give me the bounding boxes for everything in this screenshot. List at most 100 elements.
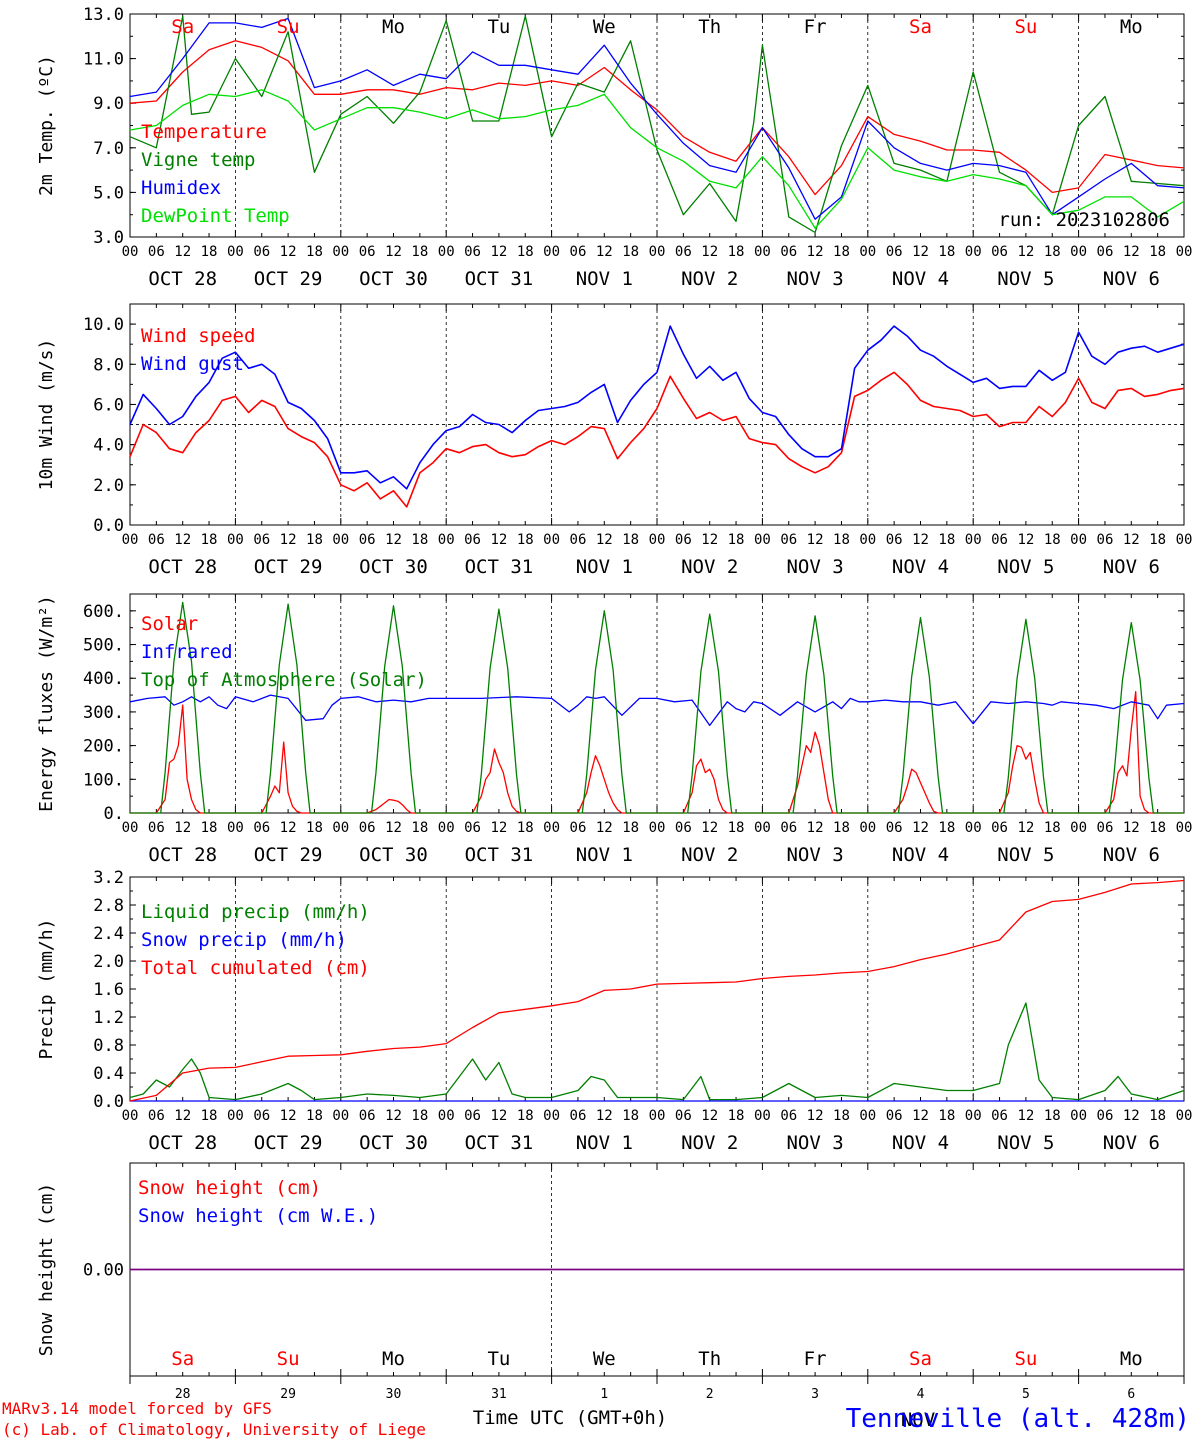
footer: MARv3.14 model forced by GFS (c) Lab. of … <box>2 1399 1190 1439</box>
hour-tick-label: 06 <box>359 532 376 548</box>
hour-tick-label: 00 <box>543 532 560 548</box>
y-axis-label: Energy fluxes (W/m²) <box>36 595 57 812</box>
day-label: Mo <box>1120 16 1143 38</box>
hour-tick-label: 18 <box>306 244 323 260</box>
hour-tick-label: 12 <box>807 532 824 548</box>
series-line-wind-speed <box>129 371 1185 508</box>
hour-tick-label: 12 <box>1123 244 1140 260</box>
day-number: 30 <box>386 1387 402 1402</box>
hour-tick-label: 00 <box>1176 244 1193 260</box>
hour-tick-label: 18 <box>1149 820 1166 836</box>
model-credit: MARv3.14 model forced by GFS <box>2 1399 272 1418</box>
day-label: Su <box>277 16 300 38</box>
y-tick-label: 400. <box>83 669 124 689</box>
hour-tick-label: 18 <box>938 532 955 548</box>
hour-tick-label: 18 <box>622 244 639 260</box>
hour-tick-label: 00 <box>754 244 771 260</box>
hour-tick-label: 06 <box>1097 1108 1114 1124</box>
date-label: OCT 29 <box>254 1132 323 1154</box>
station-label: Tenneville (alt. 428m) <box>846 1404 1190 1434</box>
hour-tick-label: 06 <box>464 1108 481 1124</box>
hour-tick-label: 12 <box>174 1108 191 1124</box>
hour-tick-label: 06 <box>886 244 903 260</box>
hour-tick-label: 18 <box>1149 532 1166 548</box>
date-label: NOV 2 <box>681 268 738 290</box>
date-label: NOV 1 <box>576 1132 633 1154</box>
hour-tick-label: 00 <box>649 820 666 836</box>
hour-tick-label: 18 <box>306 820 323 836</box>
hour-tick-label: 12 <box>807 1108 824 1124</box>
date-label: OCT 30 <box>359 1132 428 1154</box>
hour-tick-label: 12 <box>490 1108 507 1124</box>
hour-tick-label: 12 <box>1123 820 1140 836</box>
date-label: OCT 31 <box>465 556 534 578</box>
hour-tick-label: 18 <box>833 532 850 548</box>
y-tick-label: 300. <box>83 703 124 723</box>
day-label: Tu <box>487 16 510 38</box>
y-tick-label: 4.0 <box>93 436 124 456</box>
y-tick-label: 1.6 <box>93 980 124 1000</box>
hour-tick-label: 12 <box>174 820 191 836</box>
y-axis-label: Snow height (cm) <box>36 1183 57 1356</box>
hour-tick-label: 06 <box>1097 820 1114 836</box>
hour-tick-label: 06 <box>780 1108 797 1124</box>
hour-tick-label: 00 <box>1070 820 1087 836</box>
day-label: We <box>593 16 616 38</box>
day-number: 2 <box>706 1387 714 1402</box>
date-label: NOV 6 <box>1103 268 1160 290</box>
hour-tick-label: 00 <box>332 1108 349 1124</box>
hour-tick-label: 12 <box>912 1108 929 1124</box>
series-line-infrared <box>129 694 1185 727</box>
hour-tick-label: 12 <box>385 532 402 548</box>
date-label: NOV 1 <box>576 556 633 578</box>
hour-tick-label: 18 <box>201 532 218 548</box>
hour-tick-label: 18 <box>1149 1108 1166 1124</box>
date-label: NOV 5 <box>997 844 1054 866</box>
hour-tick-label: 06 <box>464 532 481 548</box>
hour-tick-label: 06 <box>570 820 587 836</box>
hour-tick-label: 00 <box>859 244 876 260</box>
hour-tick-label: 00 <box>122 1108 139 1124</box>
hour-tick-label: 18 <box>517 1108 534 1124</box>
lab-credit: (c) Lab. of Climatology, University of L… <box>2 1420 426 1439</box>
plot-frame <box>129 13 1185 238</box>
date-label: NOV 3 <box>786 1132 843 1154</box>
y-tick-label: 0.8 <box>93 1036 124 1056</box>
panel-2: 0.0 2.0 4.0 6.0 8.0 10.0 10m Wind (m/s) Wind sp… <box>36 303 1192 578</box>
hour-tick-label: 00 <box>965 244 982 260</box>
y-tick-label: 500. <box>83 636 124 656</box>
date-label: OCT 31 <box>465 844 534 866</box>
y-tick-label: 10.0 <box>83 315 124 335</box>
hour-tick-label: 12 <box>701 1108 718 1124</box>
day-number: 31 <box>491 1387 507 1402</box>
day-number: 28 <box>175 1387 191 1402</box>
hour-tick-label: 18 <box>306 532 323 548</box>
hour-tick-label: 12 <box>174 532 191 548</box>
hour-tick-label: 00 <box>965 532 982 548</box>
hour-tick-label: 06 <box>780 244 797 260</box>
panel-5: 0.00 Snow height (cm) Snow height (cm) Snow… <box>36 1162 1185 1402</box>
hour-tick-label: 12 <box>596 820 613 836</box>
legend-entry: Snow height (cm) <box>138 1177 321 1199</box>
hour-tick-label: 00 <box>1070 1108 1087 1124</box>
day-label: Mo <box>1120 1348 1143 1370</box>
hour-tick-label: 18 <box>938 244 955 260</box>
hour-tick-label: 06 <box>1097 532 1114 548</box>
y-tick-label: 3.2 <box>93 868 124 888</box>
hour-tick-label: 00 <box>227 244 244 260</box>
hour-tick-label: 00 <box>754 1108 771 1124</box>
hour-tick-label: 18 <box>728 244 745 260</box>
hour-tick-label: 12 <box>490 820 507 836</box>
hour-tick-label: 18 <box>833 244 850 260</box>
legend-entry: Snow height (cm W.E.) <box>138 1205 378 1227</box>
hour-tick-label: 12 <box>1017 1108 1034 1124</box>
hour-tick-label: 18 <box>833 820 850 836</box>
legend-entry: Solar <box>141 613 198 635</box>
hour-tick-label: 12 <box>912 820 929 836</box>
hour-tick-label: 12 <box>807 244 824 260</box>
series-line-vigne-temp <box>129 15 1185 234</box>
day-label: Th <box>698 1348 721 1370</box>
series-line-liquid-precip-mm-h <box>129 1002 1185 1101</box>
series-line-temperature <box>129 40 1185 196</box>
hour-tick-label: 12 <box>596 1108 613 1124</box>
